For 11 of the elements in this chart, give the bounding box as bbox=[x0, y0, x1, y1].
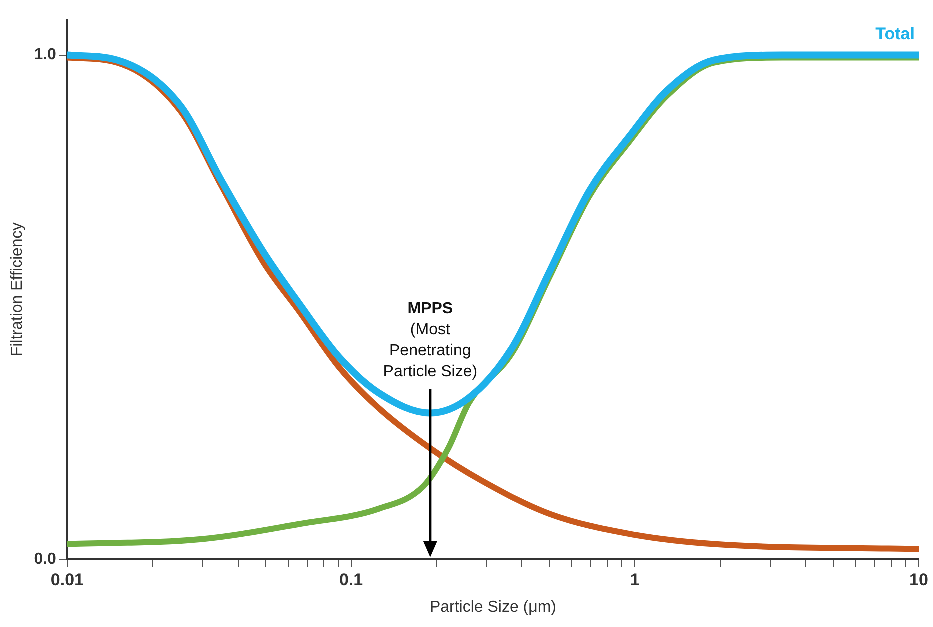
x-tick-label: 1 bbox=[630, 570, 640, 590]
x-tick-label: 0.1 bbox=[339, 570, 364, 590]
y-tick-label: 0.0 bbox=[34, 550, 57, 568]
y-tick-label: 1.0 bbox=[34, 46, 57, 64]
y-axis-title: Filtration Efficiency bbox=[9, 222, 26, 357]
x-tick-label: 0.01 bbox=[50, 570, 84, 590]
annotation: (Most Penetrating Particle Size) bbox=[383, 322, 478, 381]
x-tick-label: 10 bbox=[910, 570, 928, 590]
x-axis-title: Particle Size (μm) bbox=[430, 598, 557, 616]
annotation: MPPS bbox=[408, 300, 454, 318]
series-label: Total bbox=[876, 24, 915, 44]
